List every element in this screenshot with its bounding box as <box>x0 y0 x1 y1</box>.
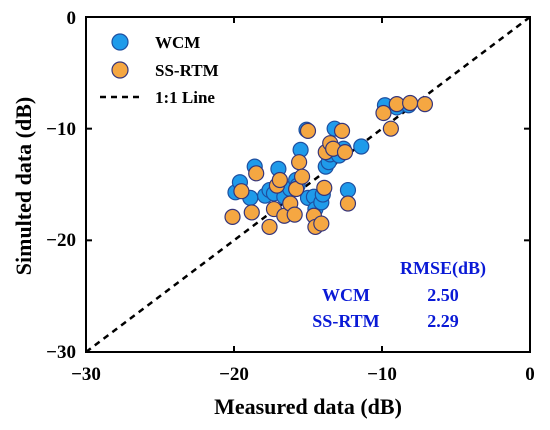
data-points-layer <box>224 94 434 236</box>
legend-marker-ss-rtm <box>111 61 129 79</box>
y-tick-label: −20 <box>46 230 76 251</box>
legend-label-reference-line: 1:1 Line <box>155 88 215 107</box>
x-axis-title: Measured data (dB) <box>214 394 402 419</box>
data-point-ss-rtm <box>316 179 333 196</box>
reference-line-1-to-1 <box>85 16 531 353</box>
reference-line-layer <box>85 16 531 353</box>
data-point-ss-rtm <box>291 154 308 171</box>
data-point-ss-rtm <box>416 95 434 113</box>
rmse-row-value-ss-rtm: 2.29 <box>427 311 459 331</box>
data-point-ss-rtm <box>243 204 260 221</box>
data-point-ss-rtm <box>233 183 250 200</box>
y-tick-label: 0 <box>67 8 77 29</box>
y-axis-tick-labels: 0 −10 −20 −30 <box>46 8 76 363</box>
rmse-row-label-ss-rtm: SS-RTM <box>312 311 379 331</box>
data-point-ss-rtm <box>339 195 357 212</box>
data-point-ss-rtm <box>402 94 419 112</box>
plot-area-frame <box>85 16 531 353</box>
data-point-ss-rtm <box>313 215 330 232</box>
rmse-row-value-wcm: 2.50 <box>427 285 459 305</box>
rmse-row-label-wcm: WCM <box>322 285 370 305</box>
data-point-ss-rtm <box>224 208 241 225</box>
data-point-ss-rtm <box>286 206 303 223</box>
data-point-ss-rtm <box>261 218 278 236</box>
data-point-ss-rtm <box>293 168 311 185</box>
y-tick-label: −10 <box>46 119 76 140</box>
data-point-ss-rtm <box>248 165 265 182</box>
data-point-ss-rtm <box>271 171 288 189</box>
legend-label-wcm: WCM <box>155 33 200 52</box>
x-tick-label: −20 <box>219 364 249 385</box>
data-point-ss-rtm <box>375 104 392 122</box>
rmse-header: RMSE(dB) <box>400 258 486 279</box>
legend-label-ss-rtm: SS-RTM <box>155 61 219 80</box>
axis-ticks <box>85 16 531 353</box>
legend: WCM SS-RTM 1:1 Line <box>100 33 219 107</box>
data-point-ss-rtm <box>388 95 405 113</box>
y-tick-label: −30 <box>46 342 76 363</box>
rmse-stats-table: RMSE(dB) WCM 2.50 SS-RTM 2.29 <box>312 258 486 331</box>
legend-marker-wcm <box>111 33 129 51</box>
data-point-ss-rtm <box>382 120 399 137</box>
x-axis-tick-labels: −30 −20 −10 0 <box>71 364 535 385</box>
x-tick-label: −10 <box>367 364 397 385</box>
y-axis-title: Simulted data (dB) <box>11 97 36 275</box>
x-tick-label: −30 <box>71 364 101 385</box>
data-point-ss-rtm <box>336 144 354 161</box>
data-point-ss-rtm <box>299 122 317 139</box>
data-point-ss-rtm <box>333 122 351 139</box>
x-tick-label: 0 <box>525 364 535 385</box>
data-point-wcm <box>353 138 370 155</box>
data-point-wcm <box>339 181 357 199</box>
